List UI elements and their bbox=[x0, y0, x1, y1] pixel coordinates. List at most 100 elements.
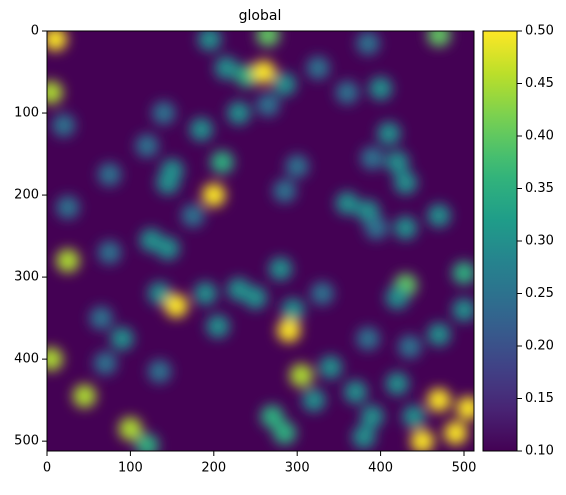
y-tick-label: 300 bbox=[14, 270, 39, 285]
heat-blob bbox=[47, 31, 68, 51]
x-tick-label: 0 bbox=[43, 461, 51, 476]
colorbar-tick-label: 0.45 bbox=[525, 76, 554, 91]
colorbar-tick-label: 0.20 bbox=[525, 339, 554, 354]
heat-blob bbox=[202, 183, 226, 207]
heat-blob bbox=[368, 76, 393, 101]
heat-blob bbox=[393, 171, 418, 195]
heat-blob bbox=[206, 314, 230, 338]
heat-blob bbox=[456, 396, 474, 421]
heat-blob bbox=[289, 363, 314, 388]
heat-blob bbox=[385, 150, 409, 174]
y-tick-label: 200 bbox=[14, 188, 39, 203]
heat-blob bbox=[52, 113, 76, 138]
heat-blob bbox=[135, 433, 159, 451]
heat-blob bbox=[273, 421, 297, 445]
heat-blob bbox=[452, 298, 474, 322]
heat-blob bbox=[227, 101, 251, 125]
heat-blob bbox=[118, 417, 143, 441]
heat-blob bbox=[360, 146, 384, 170]
heat-blob bbox=[210, 150, 234, 174]
heat-blob bbox=[318, 355, 343, 380]
heat-blob bbox=[56, 195, 80, 220]
heat-blob bbox=[268, 257, 293, 281]
heat-blob bbox=[410, 429, 434, 451]
heat-blob bbox=[256, 31, 280, 47]
heat-blob bbox=[427, 322, 451, 347]
heat-blob bbox=[181, 203, 205, 228]
x-tick-label: 400 bbox=[368, 461, 393, 476]
heat-blob bbox=[72, 384, 97, 408]
y-tick-label: 500 bbox=[14, 434, 39, 449]
heat-blob bbox=[156, 171, 180, 195]
heat-blob bbox=[252, 60, 276, 84]
heat-blob bbox=[89, 306, 113, 330]
heat-blob bbox=[56, 249, 80, 273]
chart-title: global bbox=[239, 8, 282, 24]
heat-blob bbox=[385, 285, 409, 310]
heatmap-area bbox=[47, 31, 474, 451]
heat-blob bbox=[243, 285, 268, 310]
plot-frame bbox=[46, 30, 475, 452]
y-tick-label: 100 bbox=[14, 106, 39, 121]
heat-blob bbox=[156, 236, 180, 261]
heat-blob bbox=[285, 154, 309, 179]
colorbar-tick-label: 0.35 bbox=[525, 181, 554, 196]
x-tick-label: 500 bbox=[452, 461, 477, 476]
heat-blob bbox=[147, 359, 172, 384]
heat-blob bbox=[402, 404, 426, 429]
x-tick-label: 100 bbox=[118, 461, 143, 476]
heat-blob bbox=[427, 388, 451, 412]
heat-blob bbox=[427, 203, 451, 228]
colorbar-tick-label: 0.10 bbox=[525, 444, 554, 459]
heat-blob bbox=[256, 93, 280, 117]
heat-blob bbox=[47, 347, 63, 371]
heat-blob bbox=[306, 56, 330, 80]
heat-blob bbox=[97, 240, 122, 265]
y-tick-label: 400 bbox=[14, 352, 39, 367]
heat-blob bbox=[97, 162, 122, 187]
heat-blob bbox=[273, 179, 297, 203]
blobs bbox=[47, 31, 474, 451]
heat-blob bbox=[147, 281, 172, 306]
heat-blob bbox=[427, 31, 451, 47]
y-tick-label: 0 bbox=[31, 24, 39, 39]
heat-blob bbox=[393, 216, 418, 240]
x-tick-label: 300 bbox=[285, 461, 310, 476]
heat-blob bbox=[360, 404, 384, 429]
colorbar-tick-label: 0.40 bbox=[525, 129, 554, 144]
colorbar-tick-label: 0.50 bbox=[525, 24, 554, 39]
heat-blob bbox=[281, 298, 305, 322]
heat-blob bbox=[110, 326, 134, 351]
heat-blob bbox=[164, 294, 188, 318]
heat-blob bbox=[277, 318, 301, 343]
heat-blob bbox=[343, 380, 368, 404]
heat-blob bbox=[443, 421, 468, 445]
heat-blob bbox=[310, 281, 334, 306]
heat-blob bbox=[356, 326, 380, 351]
heat-blob bbox=[260, 404, 284, 429]
heat-blob bbox=[452, 261, 474, 285]
heat-blob bbox=[398, 335, 422, 359]
heat-blob bbox=[377, 121, 401, 146]
heat-blob bbox=[352, 425, 376, 449]
heat-blob bbox=[385, 372, 409, 396]
colorbar-tick-label: 0.30 bbox=[525, 234, 554, 249]
heat-blob bbox=[47, 80, 63, 105]
colorbar-tick-label: 0.25 bbox=[525, 286, 554, 301]
heat-blob bbox=[364, 216, 389, 240]
x-tick-label: 200 bbox=[201, 461, 226, 476]
heat-blob bbox=[273, 72, 297, 96]
colorbar-tick-label: 0.15 bbox=[525, 391, 554, 406]
heat-blob bbox=[152, 101, 176, 125]
heat-blob bbox=[302, 388, 326, 412]
heat-blob bbox=[335, 191, 359, 215]
heat-blob bbox=[93, 351, 118, 375]
colorbar bbox=[482, 30, 518, 452]
heat-blob bbox=[189, 117, 213, 142]
heat-blob bbox=[193, 281, 218, 306]
heat-blob bbox=[335, 80, 359, 105]
heat-blob bbox=[197, 31, 222, 51]
heat-blob bbox=[135, 134, 159, 158]
heat-blob bbox=[356, 31, 380, 55]
